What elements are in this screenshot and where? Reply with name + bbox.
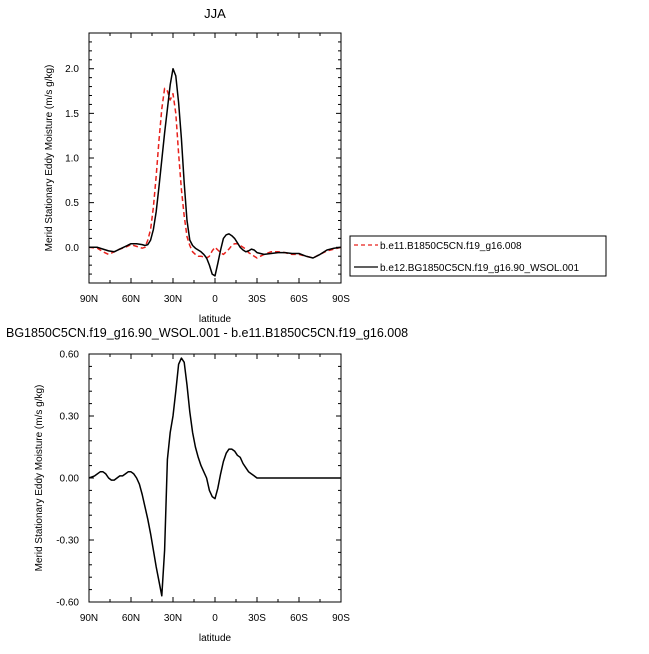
bottom-x-tick-label: 60N [122,613,140,624]
top-x-tick-label: 90N [80,294,98,305]
bottom-chart-title: BG1850C5CN.f19_g16.90_WSOL.001 - b.e11.B… [6,326,408,340]
legend-box [349,235,607,277]
bottom-y-tick-label: -0.60 [56,598,79,609]
legend-label-model-1: b.e11.B1850C5CN.f19_g16.008 [380,241,522,252]
top-axes: 90N 60N 30N 0 30S 60S 90S 0.0 0.5 1.0 1.5 2.0 [65,32,350,305]
bottom-y-tick-label: -0.30 [56,536,79,547]
top-y-tick-label: 1.5 [65,109,79,120]
bottom-x-tick-label: 30S [248,613,266,624]
top-y-tick-label: 2.0 [65,64,79,75]
top-series-lines [88,67,342,277]
top-x-tick-label: 30N [164,294,182,305]
top-x-axis-label: latitude [199,314,232,325]
legend: b.e11.B1850C5CN.f19_g16.008 b.e12.BG1850… [349,235,607,277]
bottom-y-axis-label: Merid Stationary Eddy Moisture (m/s g/kg… [34,385,45,572]
top-y-tick-label: 1.0 [65,154,79,165]
top-x-tick-label: 0 [212,294,218,305]
top-y-tick-label: 0.5 [65,198,79,209]
bottom-series-lines [88,357,341,597]
top-chart-title: JJA [204,6,226,21]
top-y-axis-label: Merid Stationary Eddy Moisture (m/s g/kg… [44,65,55,252]
top-x-tick-label: 60S [290,294,308,305]
top-series-line-2 [89,67,342,277]
top-x-tick-label: 90S [332,294,350,305]
bottom-series-line-1 [88,357,341,597]
bottom-y-tick-label: 0.00 [60,474,80,485]
top-x-tick-label: 30S [248,294,266,305]
bottom-axes: 90N 60N 30N 0 30S 60S 90S -0.60 -0.30 0.00 0.30 0.6… [56,350,350,625]
top-panel: JJA Merid Stationary Eddy Moisture (m/s … [44,6,350,325]
top-y-tick-label: 0.0 [65,243,79,254]
bottom-x-tick-label: 90N [80,613,98,624]
bottom-panel: BG1850C5CN.f19_g16.90_WSOL.001 - b.e11.B… [6,326,408,644]
bottom-x-tick-label: 0 [212,613,218,624]
bottom-x-tick-label: 30N [164,613,182,624]
top-x-tick-label: 60N [122,294,140,305]
top-series-line-1 [88,87,342,259]
legend-label-model-2: b.e12.BG1850C5CN.f19_g16.90_WSOL.001 [380,263,579,274]
bottom-x-axis-label: latitude [199,633,232,644]
bottom-y-tick-label: 0.60 [60,350,80,361]
bottom-x-tick-label: 60S [290,613,308,624]
bottom-x-tick-label: 90S [332,613,350,624]
bottom-y-tick-label: 0.30 [60,412,80,423]
